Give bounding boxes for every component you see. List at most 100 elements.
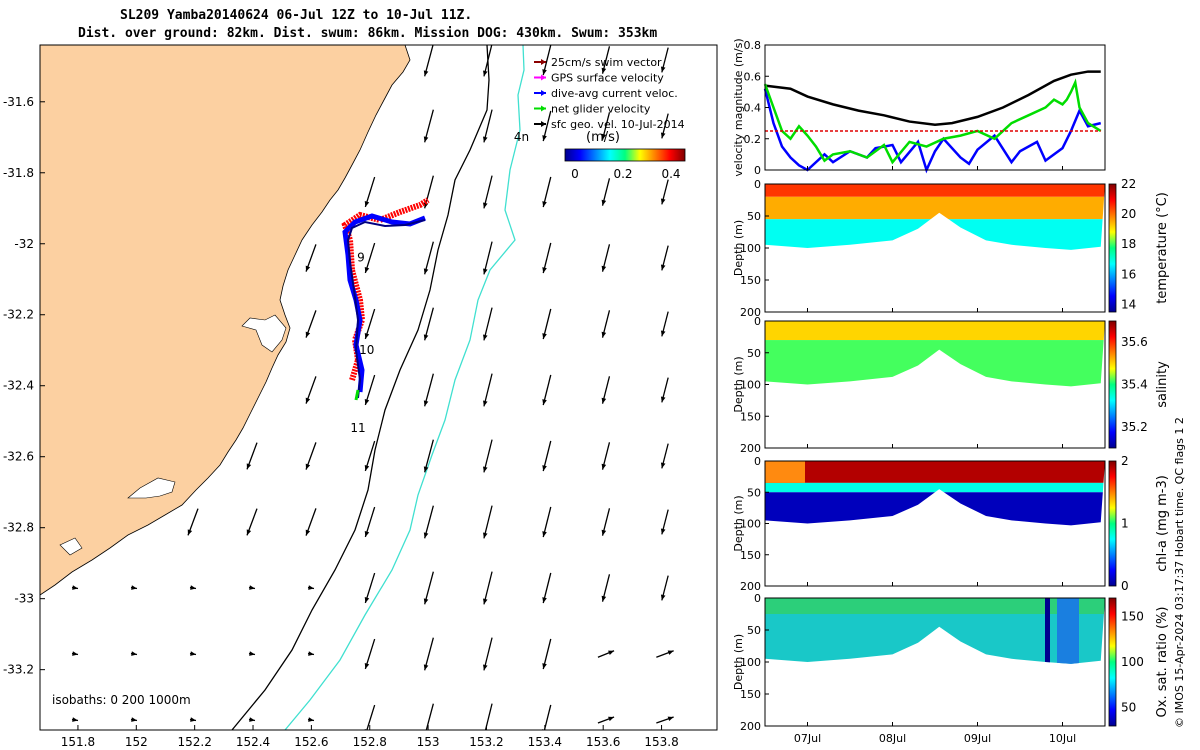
map-xtick-label: 152.2 — [177, 735, 211, 749]
isobaths-label: isobaths: 0 200 1000m — [52, 693, 191, 707]
geostrophic-vector — [187, 508, 199, 536]
map-legend: 25cm/s swim vector GPS surface velocity di… — [534, 56, 686, 181]
section-data — [765, 598, 1105, 664]
colorbar-tick-label: 50 — [1121, 701, 1136, 715]
geostrophic-vector — [483, 109, 493, 143]
geostrophic-vector — [305, 508, 317, 536]
colorbar-tick-label: 0.4 — [661, 167, 680, 181]
geostrophic-vector — [423, 45, 434, 77]
ytick-label: 200 — [740, 442, 761, 455]
map-xtick-label: 152 — [125, 735, 148, 749]
geostrophic-vector — [189, 651, 197, 656]
map-xtick-label: 153.8 — [644, 735, 678, 749]
section-colorbar — [1108, 183, 1117, 313]
geostrophic-vector — [660, 47, 669, 73]
section-layer — [765, 614, 1105, 664]
geostrophic-vector — [542, 638, 552, 670]
net-velocity-trace — [354, 389, 360, 401]
colorbar-tick-label: 18 — [1121, 237, 1136, 251]
section-layer — [765, 598, 1105, 614]
geostrophic-vector — [483, 373, 493, 407]
section-layer — [765, 482, 1105, 493]
geostrophic-vector — [601, 442, 611, 470]
date-tick-label: 07Jul — [794, 732, 821, 745]
track-day-label: 11 — [350, 421, 365, 435]
colorbar-tick-label: 22 — [1121, 177, 1136, 191]
geostrophic-vector — [601, 46, 611, 74]
geostrophic-vector — [483, 45, 493, 77]
geostrophic-vector — [364, 242, 376, 274]
legend-swatch-head — [541, 74, 546, 81]
map-ytick-label: -33.2 — [3, 663, 34, 677]
geostrophic-vector — [423, 307, 434, 341]
date-tick-label: 10Jul — [1049, 732, 1076, 745]
geostrophic-vector — [483, 637, 493, 671]
colorbar-tick-label: 2 — [1121, 454, 1129, 468]
ylabel: Depth (m) — [732, 634, 745, 690]
legend-swatch-head — [541, 90, 546, 96]
ytick-label: 200 — [740, 580, 761, 593]
section-layer — [765, 184, 1105, 197]
section-colorbar — [1108, 320, 1117, 449]
geostrophic-vector — [483, 241, 493, 275]
title-line-1: SL209 Yamba20140624 06-Jul 12Z to 10-Jul… — [120, 8, 473, 23]
geostrophic-vector — [130, 717, 138, 722]
section-layer — [1045, 598, 1050, 664]
geostrophic-vector — [542, 110, 552, 142]
map-ytick-label: -32.6 — [3, 450, 34, 464]
map-xtick-label: 152.6 — [294, 735, 328, 749]
ytick-label: 50 — [747, 486, 761, 499]
map-xtick-label: 153.6 — [586, 735, 620, 749]
colorbar-label: salinity — [1155, 361, 1170, 408]
map-xtick-label: 153.4 — [528, 735, 562, 749]
ytick-label: 50 — [747, 347, 761, 360]
map-axis-ticks: 151.8 152 152.2 152.4 152.6 152.8 153 153.2 153.… — [3, 95, 679, 749]
geostrophic-vector — [305, 442, 317, 470]
ytick-label: 0 — [754, 315, 761, 328]
ytick-label: 0.4 — [744, 102, 762, 115]
legend-swatch-head — [541, 105, 546, 112]
section-layer — [765, 321, 1105, 341]
colorbar-tick-label: 16 — [1121, 267, 1136, 281]
ytick-label: 50 — [747, 210, 761, 223]
credit-text: © IMOS 15-Apr-2024 03:17:37 Hobart time.… — [1173, 417, 1186, 728]
geostrophic-vector — [542, 242, 552, 274]
geostrophic-vector — [601, 310, 611, 338]
swim-vectors-trace — [341, 197, 430, 381]
section-data — [765, 184, 1105, 250]
ytick-label: 0 — [754, 592, 761, 605]
geostrophic-vector — [656, 716, 674, 724]
glider-path-line — [346, 219, 426, 399]
geostrophic-vector — [542, 176, 552, 208]
map-xtick-label: 153.2 — [469, 735, 503, 749]
section-layer — [765, 461, 805, 483]
legend-item: sfc geo. vel. 10-Jul-2014 — [534, 118, 685, 131]
track-day-label: 10 — [359, 343, 374, 357]
geostrophic-vector — [248, 651, 256, 656]
ytick-label: 150 — [740, 274, 761, 287]
map-xtick-label: 151.8 — [61, 735, 95, 749]
section-panel: 14 16 18 20 22 temperature (°C) 0 50 100 150 200 De… — [732, 177, 1170, 319]
geostrophic-vector — [483, 439, 493, 473]
map-xtick-label: 153 — [417, 735, 440, 749]
map-ytick-label: -33 — [14, 592, 34, 606]
geostrophic-vector — [656, 650, 674, 658]
ytick-label: 100 — [740, 379, 761, 392]
geostrophic-vector — [483, 307, 493, 341]
section-layer — [765, 219, 1105, 250]
geostrophic-vector — [483, 571, 493, 605]
geostrophic-vector — [364, 638, 376, 670]
geostrophic-vector — [307, 585, 315, 590]
ylabel: Depth (m) — [732, 220, 745, 276]
geostrophic-vector — [601, 244, 611, 272]
colorbar-title: (m/s) — [586, 130, 620, 145]
colorbar-tick-label: 35.2 — [1121, 420, 1148, 434]
geostrophic-vector — [483, 505, 493, 539]
ylabel: velocity magnitude (m/s) — [732, 38, 745, 176]
geostrophic-vector — [307, 717, 315, 722]
geostrophic-vector — [248, 585, 256, 590]
map-ytick-label: -32.4 — [3, 379, 34, 393]
track-day-label: 9 — [357, 251, 365, 265]
geostrophic-vector — [248, 717, 256, 722]
